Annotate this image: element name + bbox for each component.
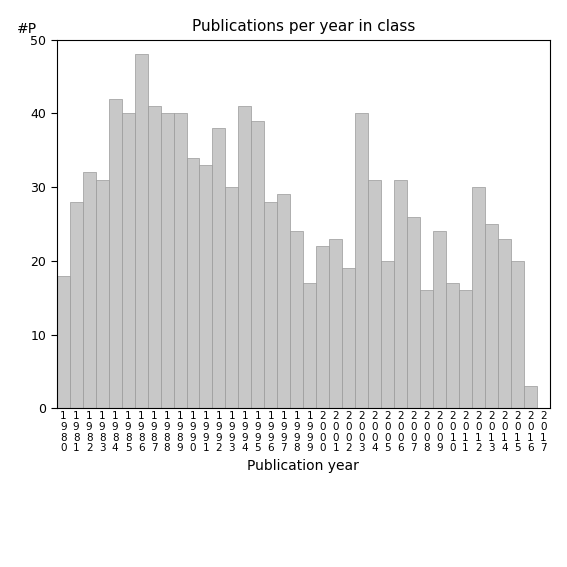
Bar (187, 158, 200, 408)
X-axis label: Publication year: Publication year (247, 459, 359, 473)
Bar (147, 106, 160, 408)
Bar (121, 113, 134, 408)
Bar (459, 290, 472, 408)
Bar (485, 224, 498, 408)
Bar (277, 194, 290, 408)
Bar (498, 239, 511, 408)
Bar (420, 290, 433, 408)
Bar (239, 106, 251, 408)
Bar (134, 54, 147, 408)
Bar (83, 172, 96, 408)
Bar (70, 202, 83, 408)
Bar (251, 121, 264, 408)
Bar (290, 231, 303, 408)
Bar (226, 187, 239, 408)
Bar (368, 180, 381, 408)
Bar (511, 261, 524, 408)
Bar (342, 268, 356, 408)
Bar (213, 128, 226, 408)
Bar (303, 283, 316, 408)
Bar (200, 165, 213, 408)
Title: Publications per year in class: Publications per year in class (192, 19, 415, 35)
Text: #P: #P (17, 22, 37, 36)
Bar (174, 113, 187, 408)
Bar (264, 202, 277, 408)
Bar (381, 261, 394, 408)
Bar (407, 217, 420, 408)
Bar (329, 239, 342, 408)
Bar (446, 283, 459, 408)
Bar (96, 180, 109, 408)
Bar (109, 99, 121, 408)
Bar (356, 113, 368, 408)
Bar (57, 276, 70, 408)
Bar (316, 246, 329, 408)
Bar (524, 386, 537, 408)
Bar (160, 113, 174, 408)
Bar (394, 180, 407, 408)
Bar (433, 231, 446, 408)
Bar (472, 187, 485, 408)
